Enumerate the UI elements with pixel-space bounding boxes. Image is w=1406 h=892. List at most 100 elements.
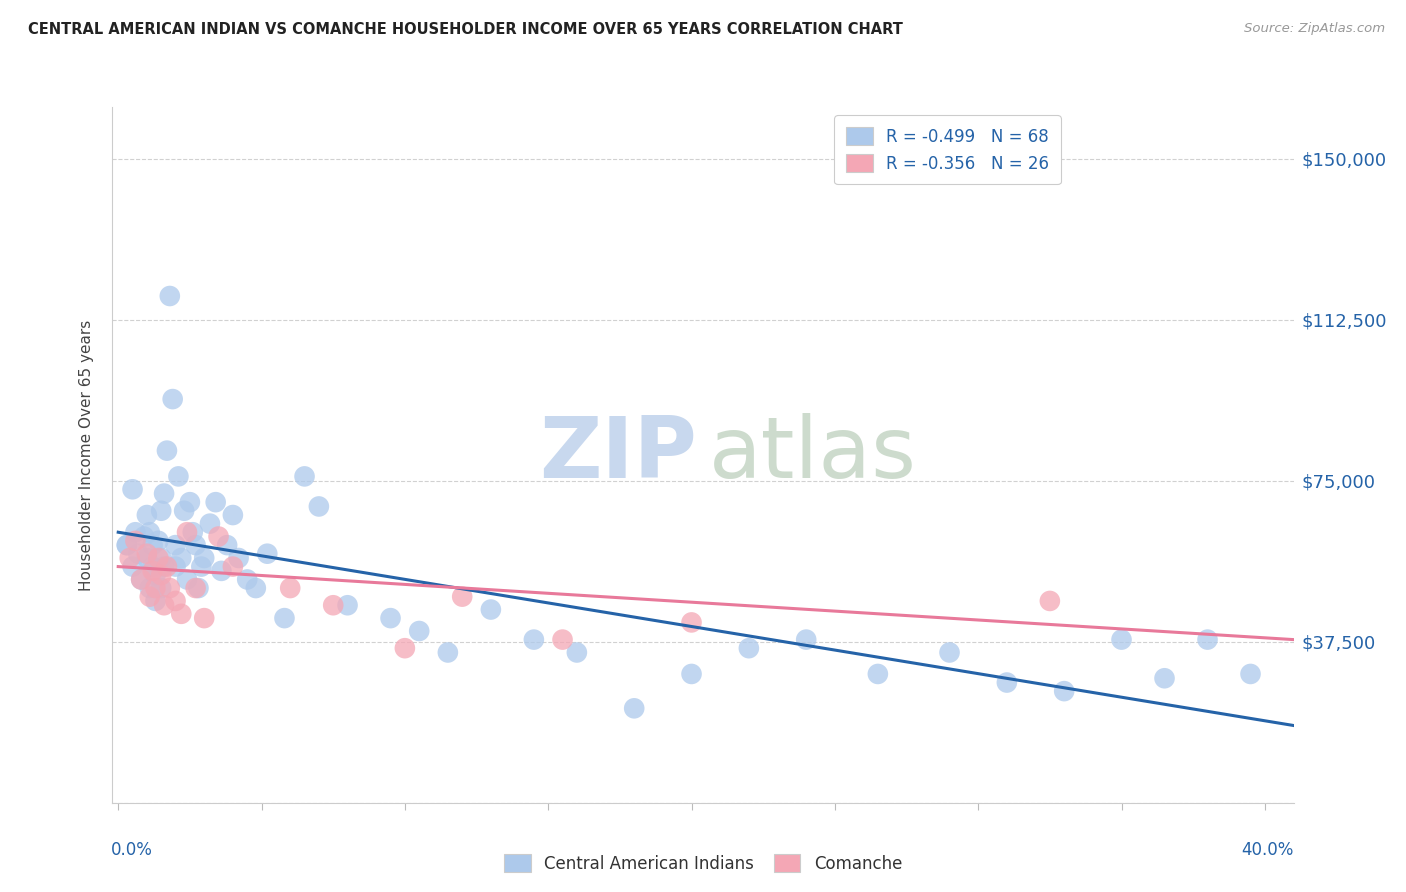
Point bbox=[135, 551, 157, 566]
Point bbox=[124, 533, 146, 548]
Point bbox=[156, 559, 179, 574]
Point bbox=[1053, 684, 1076, 698]
Point bbox=[394, 641, 416, 656]
Point bbox=[380, 611, 402, 625]
Point bbox=[142, 559, 165, 574]
Point bbox=[181, 525, 204, 540]
Point bbox=[150, 581, 173, 595]
Point bbox=[1111, 632, 1133, 647]
Point bbox=[115, 538, 138, 552]
Point bbox=[193, 611, 215, 625]
Point bbox=[165, 559, 187, 574]
Point bbox=[551, 632, 574, 647]
Point bbox=[121, 483, 143, 497]
Point bbox=[322, 599, 344, 613]
Point bbox=[145, 581, 167, 595]
Point bbox=[198, 516, 221, 531]
Point bbox=[121, 559, 143, 574]
Point bbox=[995, 675, 1018, 690]
Point bbox=[1239, 667, 1261, 681]
Point bbox=[1039, 594, 1062, 608]
Point bbox=[866, 667, 889, 681]
Text: Source: ZipAtlas.com: Source: ZipAtlas.com bbox=[1244, 22, 1385, 36]
Point bbox=[142, 564, 165, 578]
Point bbox=[176, 525, 198, 540]
Point bbox=[139, 581, 162, 595]
Point bbox=[139, 590, 162, 604]
Point bbox=[222, 508, 245, 522]
Point bbox=[256, 547, 278, 561]
Point bbox=[187, 581, 209, 595]
Point bbox=[167, 469, 190, 483]
Point bbox=[165, 538, 187, 552]
Point bbox=[176, 573, 198, 587]
Point bbox=[135, 547, 157, 561]
Point bbox=[129, 573, 152, 587]
Point bbox=[145, 568, 167, 582]
Text: ZIP: ZIP bbox=[540, 413, 697, 497]
Point bbox=[135, 508, 157, 522]
Point bbox=[132, 529, 155, 543]
Point bbox=[193, 551, 215, 566]
Point bbox=[150, 551, 173, 566]
Point bbox=[1197, 632, 1219, 647]
Point bbox=[124, 525, 146, 540]
Point bbox=[794, 632, 817, 647]
Point bbox=[148, 533, 170, 548]
Point bbox=[336, 599, 359, 613]
Point bbox=[623, 701, 645, 715]
Point bbox=[179, 495, 201, 509]
Point bbox=[118, 551, 141, 566]
Text: CENTRAL AMERICAN INDIAN VS COMANCHE HOUSEHOLDER INCOME OVER 65 YEARS CORRELATION: CENTRAL AMERICAN INDIAN VS COMANCHE HOUS… bbox=[28, 22, 903, 37]
Point bbox=[273, 611, 295, 625]
Point bbox=[681, 667, 703, 681]
Point bbox=[150, 504, 173, 518]
Point bbox=[173, 504, 195, 518]
Point bbox=[184, 538, 207, 552]
Point bbox=[451, 590, 474, 604]
Legend: Central American Indians, Comanche: Central American Indians, Comanche bbox=[498, 847, 908, 880]
Point bbox=[127, 547, 149, 561]
Point bbox=[209, 564, 232, 578]
Point bbox=[184, 581, 207, 595]
Point bbox=[148, 551, 170, 566]
Point bbox=[245, 581, 267, 595]
Point bbox=[115, 538, 138, 552]
Point bbox=[565, 645, 588, 659]
Point bbox=[142, 538, 165, 552]
Point bbox=[170, 607, 193, 621]
Point bbox=[159, 289, 181, 303]
Legend: R = -0.499   N = 68, R = -0.356   N = 26: R = -0.499 N = 68, R = -0.356 N = 26 bbox=[834, 115, 1060, 185]
Point bbox=[437, 645, 460, 659]
Point bbox=[150, 568, 173, 582]
Point bbox=[738, 641, 761, 656]
Text: atlas: atlas bbox=[709, 413, 917, 497]
Point bbox=[156, 443, 179, 458]
Point bbox=[165, 594, 187, 608]
Point bbox=[236, 573, 259, 587]
Point bbox=[1153, 671, 1175, 685]
Point bbox=[681, 615, 703, 630]
Point bbox=[207, 529, 229, 543]
Text: 0.0%: 0.0% bbox=[111, 841, 153, 859]
Point bbox=[222, 559, 245, 574]
Point bbox=[204, 495, 226, 509]
Text: 40.0%: 40.0% bbox=[1241, 841, 1294, 859]
Point bbox=[938, 645, 960, 659]
Point bbox=[228, 551, 250, 566]
Point bbox=[170, 551, 193, 566]
Point bbox=[308, 500, 330, 514]
Point bbox=[190, 559, 212, 574]
Point bbox=[217, 538, 239, 552]
Point bbox=[278, 581, 301, 595]
Point bbox=[294, 469, 316, 483]
Point bbox=[408, 624, 430, 638]
Point bbox=[153, 486, 176, 500]
Point bbox=[145, 594, 167, 608]
Point bbox=[162, 392, 184, 406]
Point bbox=[153, 599, 176, 613]
Y-axis label: Householder Income Over 65 years: Householder Income Over 65 years bbox=[79, 319, 94, 591]
Point bbox=[523, 632, 546, 647]
Point bbox=[129, 573, 152, 587]
Point bbox=[479, 602, 502, 616]
